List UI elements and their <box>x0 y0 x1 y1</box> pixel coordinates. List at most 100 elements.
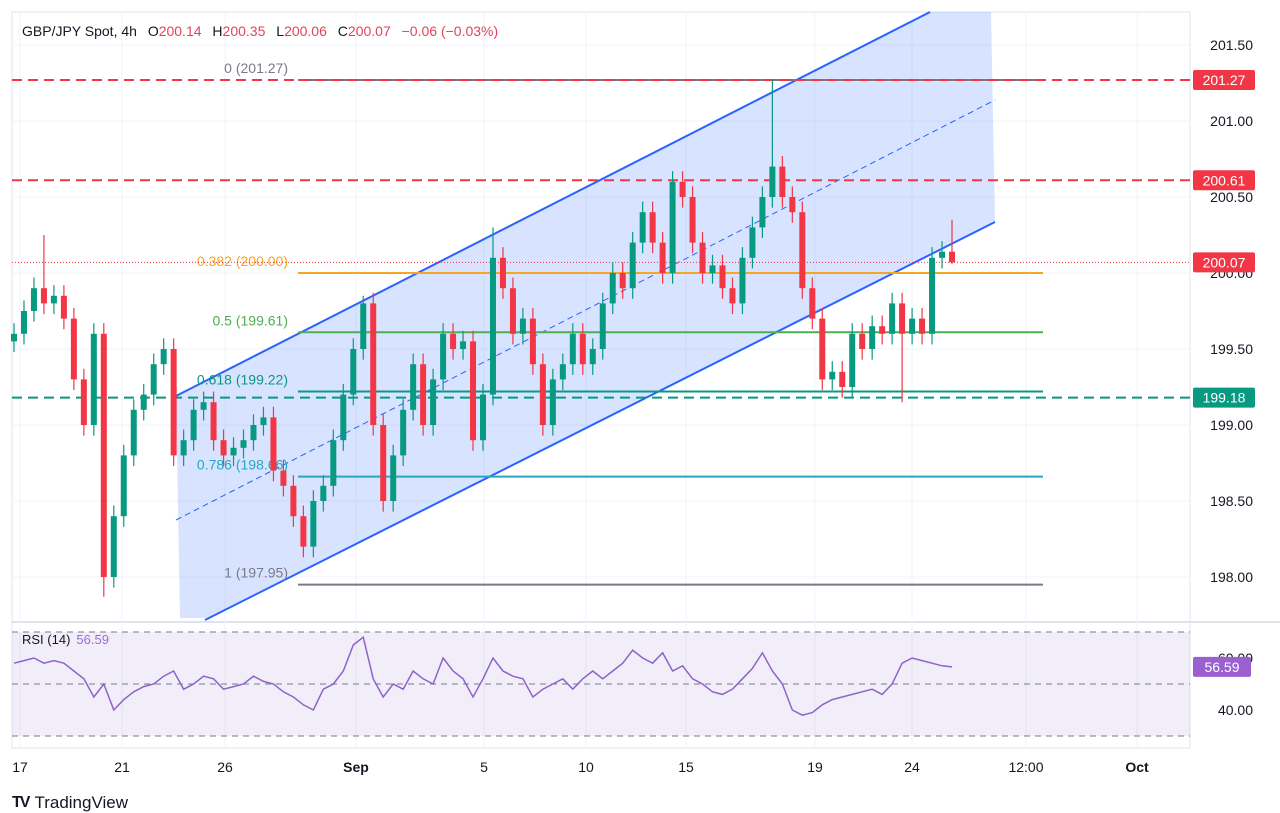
candle-bullish <box>709 265 716 273</box>
candle-bullish <box>150 364 157 395</box>
x-tick-label: 5 <box>480 759 488 775</box>
fib-level-label: 0.618 (199.22) <box>197 372 288 388</box>
candle-bearish <box>579 333 586 365</box>
candle-bearish <box>40 288 47 304</box>
candle-bearish <box>100 333 107 577</box>
candle-bullish <box>909 318 916 334</box>
candle-bullish <box>390 455 397 501</box>
candle-bearish <box>779 166 786 197</box>
candle-bullish <box>889 303 896 334</box>
rsi-label: RSI (14) <box>22 632 71 647</box>
x-tick-label: 19 <box>807 759 823 775</box>
candle-bullish <box>759 197 766 228</box>
candle-bearish <box>839 371 846 387</box>
candle-bearish <box>170 349 177 456</box>
candle-bearish <box>859 333 866 349</box>
candle-bullish <box>829 371 836 380</box>
symbol-title: GBP/JPY Spot, 4h <box>22 23 137 39</box>
candle-bearish <box>380 425 387 501</box>
candle-bearish <box>789 197 796 213</box>
high-label: H <box>212 23 223 39</box>
change-value: −0.06 (−0.03%) <box>401 23 499 39</box>
candle-bullish <box>749 227 756 258</box>
rsi-value-tag-label: 56.59 <box>1204 659 1239 675</box>
candle-bullish <box>11 333 17 342</box>
x-tick-label: 26 <box>217 759 233 775</box>
low-label: L <box>276 23 285 39</box>
candle-bearish <box>220 440 227 456</box>
price-tag-label: 199.18 <box>1203 390 1246 406</box>
candle-bullish <box>609 273 616 304</box>
candle-bullish <box>769 166 776 197</box>
candle-bullish <box>110 516 117 577</box>
candle-bullish <box>320 485 327 501</box>
tradingview-logo[interactable]: TV TradingView <box>12 793 128 813</box>
x-tick-label: 17 <box>12 759 28 775</box>
rsi-value-tag <box>1193 656 1251 677</box>
channel-midline <box>175 99 996 521</box>
y-tick-label: 201.00 <box>1210 113 1253 129</box>
candle-bullish <box>410 364 417 410</box>
candle-bearish <box>659 242 666 273</box>
candle-bullish <box>190 409 197 441</box>
candle-bullish <box>489 257 496 395</box>
candle-bullish <box>310 501 317 547</box>
y-tick-label: 200.50 <box>1210 189 1253 205</box>
candle-bullish <box>939 251 946 258</box>
candle-bullish <box>350 349 357 395</box>
candle-bearish <box>699 242 706 273</box>
fib-level-label: 0.5 (199.61) <box>213 312 289 328</box>
candle-bullish <box>669 181 676 273</box>
candle-bullish <box>480 394 486 441</box>
tradingview-logo-icon: TV <box>12 794 31 811</box>
candle-bearish <box>420 364 427 425</box>
candle-bullish <box>360 303 367 349</box>
candle-bearish <box>949 251 955 263</box>
y-tick-label: 199.50 <box>1210 341 1253 357</box>
candle-bullish <box>120 455 127 517</box>
candle-bullish <box>330 440 337 486</box>
candle-bullish <box>400 409 407 456</box>
candle-bearish <box>799 212 806 289</box>
candle-bearish <box>210 402 217 441</box>
close-label: C <box>337 23 348 39</box>
y-tick-label: 201.50 <box>1210 37 1253 53</box>
candle-bullish <box>340 394 347 441</box>
candle-bearish <box>689 197 696 243</box>
candle-bullish <box>50 295 57 304</box>
fib-level-label: 1 (197.95) <box>224 565 288 581</box>
candle-bearish <box>649 212 656 243</box>
candle-bearish <box>280 470 287 486</box>
open-label: O <box>147 23 159 39</box>
rsi-line <box>13 635 953 716</box>
candle-bearish <box>470 341 477 441</box>
x-tick-label: 15 <box>678 759 694 775</box>
candle-bearish <box>270 417 277 471</box>
high-value: 200.35 <box>222 23 266 39</box>
candle-bearish <box>719 265 726 289</box>
x-tick-label: 24 <box>904 759 920 775</box>
price-tag <box>1193 170 1255 191</box>
fib-level-label: 0.382 (200.00) <box>197 253 288 269</box>
candle-bearish <box>509 288 516 334</box>
rsi-value: 56.59 <box>76 632 109 647</box>
candle-bullish <box>849 333 856 387</box>
y-tick-label: 199.00 <box>1210 417 1253 433</box>
candle-bullish <box>440 333 447 380</box>
price-tag-label: 200.61 <box>1203 172 1246 188</box>
x-tick-label: 21 <box>114 759 130 775</box>
candle-bullish <box>599 303 606 349</box>
candle-bearish <box>539 364 546 425</box>
candle-bearish <box>679 181 686 197</box>
fib-level-label: 0.786 (198.66) <box>197 457 288 473</box>
candle-bullish <box>549 379 556 425</box>
price-tag <box>1193 252 1255 273</box>
low-value: 200.06 <box>284 23 327 39</box>
y-tick-label: 198.00 <box>1210 569 1253 585</box>
candle-bullish <box>20 311 27 334</box>
brand-name: TradingView <box>34 793 129 812</box>
channel-lower-line <box>204 221 996 621</box>
candle-bearish <box>70 318 77 380</box>
candle-bullish <box>90 333 97 425</box>
